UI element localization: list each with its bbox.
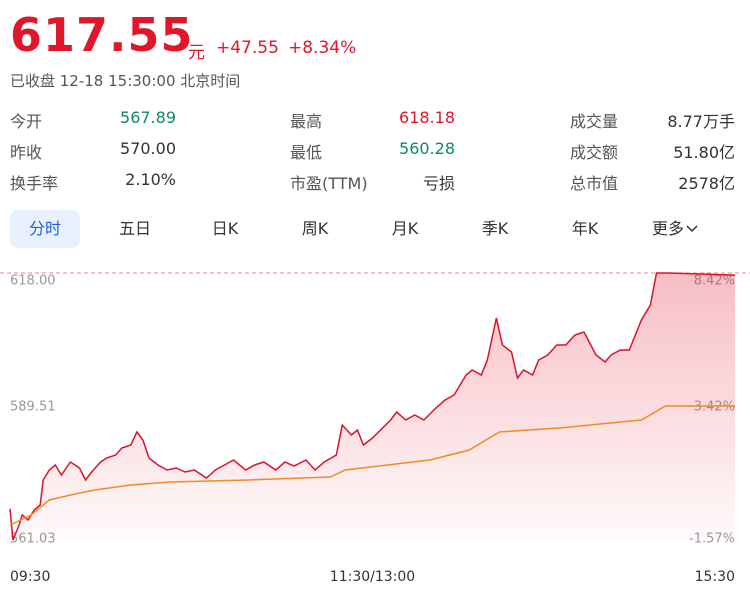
change: +47.55 <box>216 38 279 58</box>
stat-value: 2.10% <box>125 170 176 189</box>
stat-label: 昨收 <box>10 143 43 162</box>
stat-value: 亏损 <box>422 174 455 193</box>
stat-value: 51.80亿 <box>673 143 735 162</box>
stat-label: 成交额 <box>570 143 619 162</box>
x-tick-label: 15:30 <box>695 569 735 585</box>
chevron <box>686 225 698 233</box>
y-tick-label: 589.51 <box>10 400 56 415</box>
avg-line <box>9 405 735 526</box>
tab[interactable]: 更多 <box>640 210 710 248</box>
stat-value: 560.28 <box>399 139 455 158</box>
price-area <box>10 273 735 541</box>
stat-value: 8.77万手 <box>667 112 735 131</box>
stat-label: 今开 <box>10 112 43 131</box>
price-line <box>9 272 736 541</box>
stat-label: 市盈(TTM) <box>290 174 368 193</box>
stat-label: 换手率 <box>10 174 59 193</box>
tab[interactable]: 分时 <box>10 210 80 248</box>
tab[interactable]: 季K <box>481 219 509 238</box>
tab[interactable]: 五日 <box>118 219 151 238</box>
tab[interactable]: 周K <box>301 219 329 238</box>
chart: 618.00589.51561.038.42%3.42%-1.57%09:301… <box>0 272 750 585</box>
tab[interactable]: 日K <box>211 219 239 238</box>
price: 617.55 <box>10 8 194 62</box>
status: 已收盘 12-18 15:30:00 北京时间 <box>10 72 241 90</box>
unit: 元 <box>188 43 205 63</box>
stat-label: 最低 <box>290 143 323 162</box>
stat-value: 567.89 <box>120 108 176 127</box>
stat-value: 2578亿 <box>678 174 735 193</box>
stat-label: 最高 <box>290 112 323 131</box>
stat-label: 总市值 <box>570 174 619 193</box>
tab[interactable]: 年K <box>571 219 599 238</box>
stat-value: 618.18 <box>399 108 455 127</box>
stat-label: 成交量 <box>570 112 619 131</box>
change-pct: +8.34% <box>288 38 357 58</box>
stat-value: 570.00 <box>120 139 176 158</box>
tab[interactable]: 月K <box>391 219 419 238</box>
y-tick-label: 618.00 <box>10 274 56 289</box>
x-tick-label: 09:30 <box>10 569 50 585</box>
x-tick-label: 11:30/13:00 <box>330 569 415 585</box>
